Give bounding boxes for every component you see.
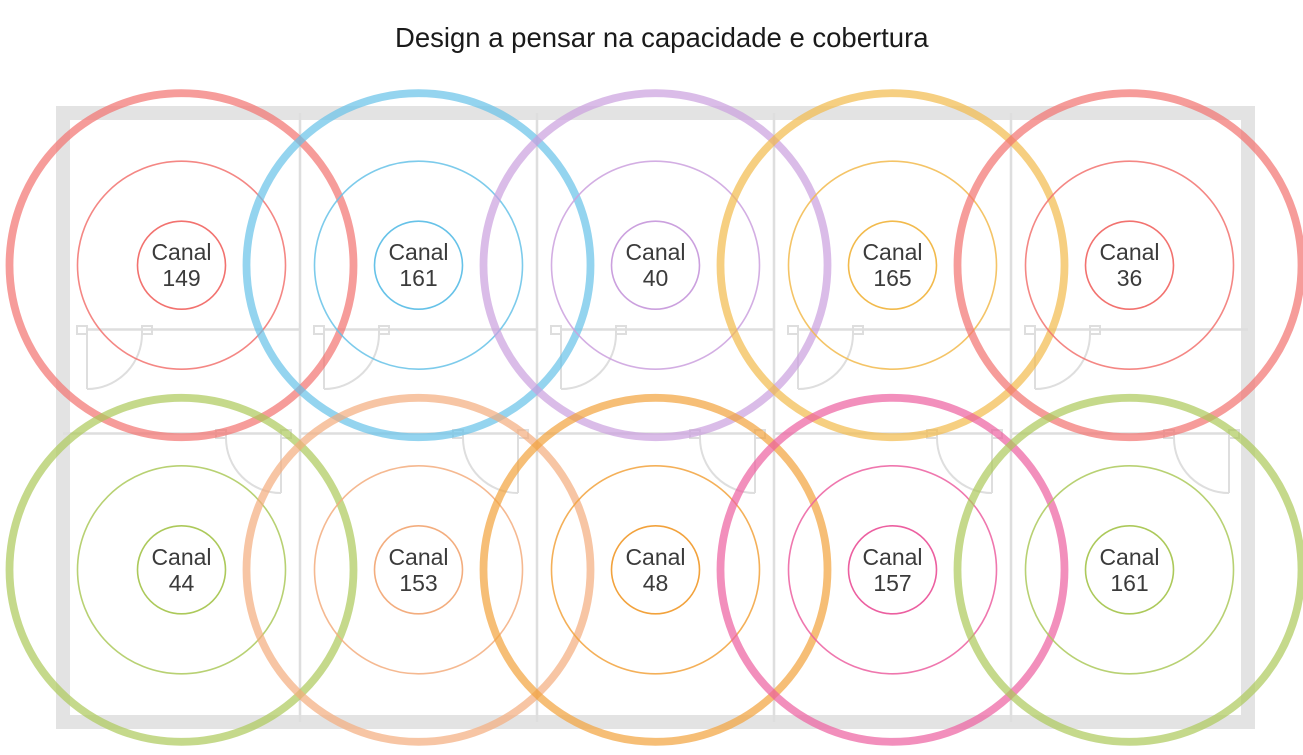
svg-text:48: 48: [643, 570, 669, 596]
svg-text:161: 161: [1110, 570, 1148, 596]
svg-text:Canal: Canal: [151, 544, 211, 570]
svg-text:Canal: Canal: [862, 544, 922, 570]
svg-text:Canal: Canal: [625, 239, 685, 265]
svg-text:40: 40: [643, 265, 669, 291]
svg-text:161: 161: [399, 265, 437, 291]
svg-text:Canal: Canal: [388, 239, 448, 265]
svg-text:44: 44: [169, 570, 195, 596]
svg-text:153: 153: [399, 570, 437, 596]
svg-text:36: 36: [1117, 265, 1143, 291]
svg-text:Canal: Canal: [388, 544, 448, 570]
svg-text:Canal: Canal: [1099, 544, 1159, 570]
svg-text:149: 149: [162, 265, 200, 291]
svg-text:Canal: Canal: [625, 544, 685, 570]
svg-text:Canal: Canal: [1099, 239, 1159, 265]
svg-text:Canal: Canal: [151, 239, 211, 265]
svg-text:Canal: Canal: [862, 239, 922, 265]
svg-text:157: 157: [873, 570, 911, 596]
svg-text:165: 165: [873, 265, 911, 291]
